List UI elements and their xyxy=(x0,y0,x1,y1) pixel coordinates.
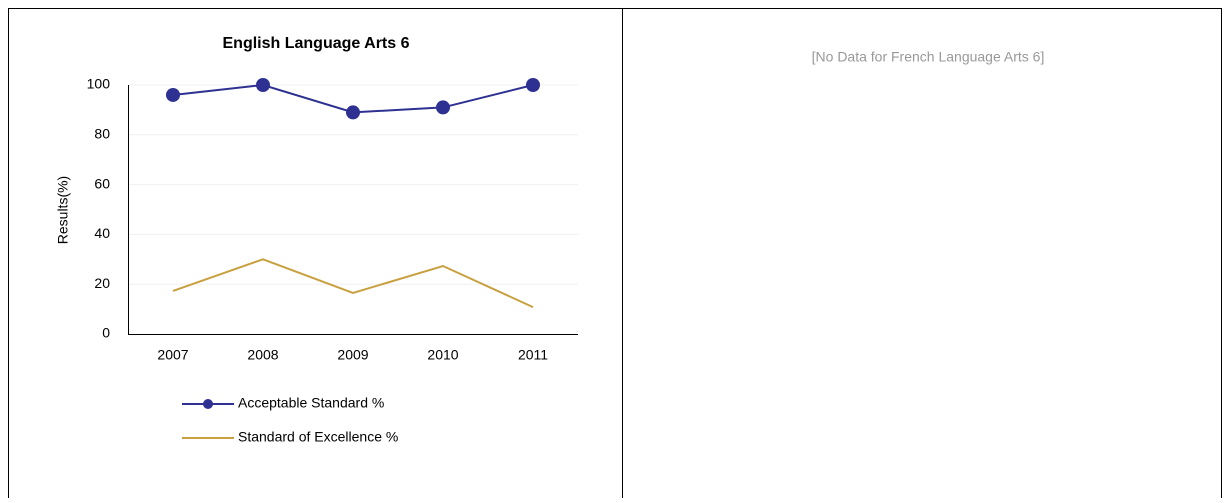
y-axis-label: Results(%) xyxy=(55,176,71,244)
point xyxy=(256,78,270,92)
point xyxy=(346,105,360,120)
x-tick-label: 2009 xyxy=(337,347,368,363)
y-tick-label: 0 xyxy=(102,325,110,341)
x-tick-label: 2008 xyxy=(247,347,278,363)
legend-label: Standard of Excellence % xyxy=(238,429,398,445)
y-tick-label: 40 xyxy=(94,225,110,241)
x-tick-label: 2011 xyxy=(518,347,548,363)
chart-title: English Language Arts 6 xyxy=(223,35,410,52)
point xyxy=(526,78,540,92)
y-tick-label: 100 xyxy=(87,76,111,92)
no-data-message: [No Data for French Language Arts 6] xyxy=(812,49,1045,65)
legend-marker xyxy=(203,399,213,409)
legend-label: Acceptable Standard % xyxy=(238,395,384,411)
y-tick-label: 60 xyxy=(94,175,110,191)
y-tick-label: 80 xyxy=(94,126,110,142)
series-line xyxy=(172,258,534,309)
point xyxy=(166,87,180,102)
x-tick-label: 2010 xyxy=(427,347,458,363)
x-tick-label: 2007 xyxy=(157,347,188,363)
point xyxy=(436,100,450,115)
y-tick-label: 20 xyxy=(94,275,110,291)
